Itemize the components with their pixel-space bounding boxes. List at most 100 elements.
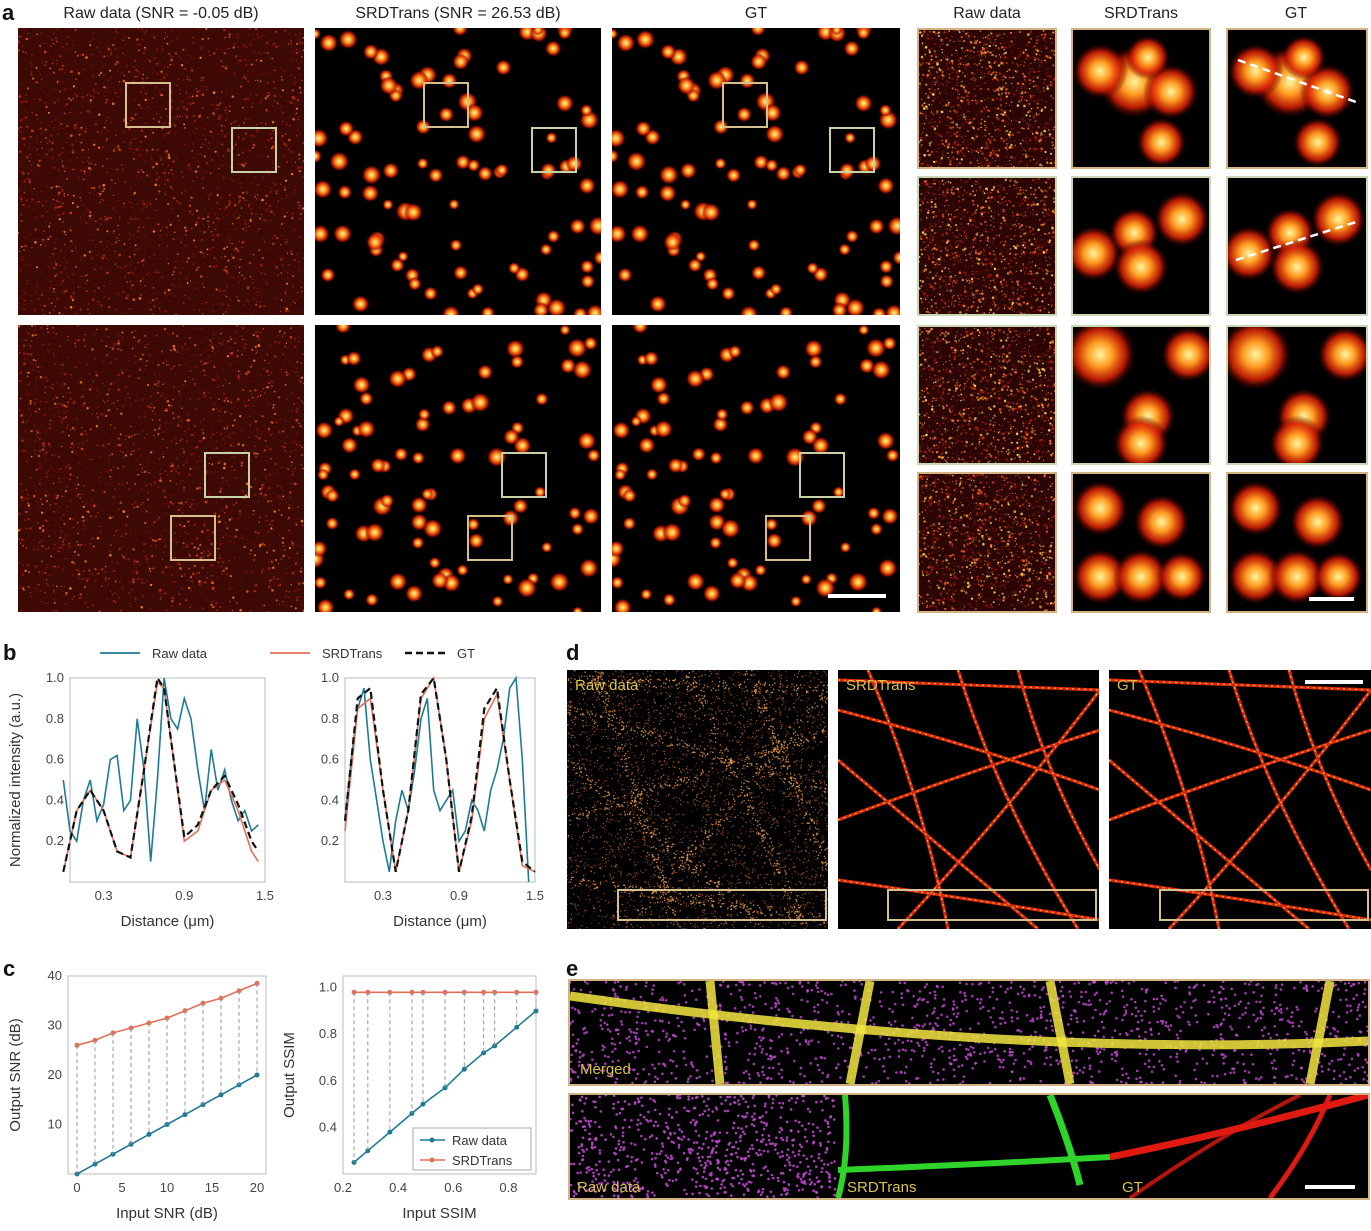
data-point xyxy=(128,1025,134,1031)
panel-label-b: b xyxy=(3,640,17,665)
series-line-gt xyxy=(343,675,536,873)
series-line-raw-data xyxy=(62,677,259,862)
srdtrans-image-bottom xyxy=(315,325,601,612)
panel-e-scale-bar xyxy=(1305,1185,1355,1189)
roi-box xyxy=(467,515,513,561)
data-point xyxy=(461,1066,467,1072)
y-tick-label: 30 xyxy=(48,1018,62,1033)
srdtrans-image-top xyxy=(315,28,601,315)
panel-e-label-gt: GT xyxy=(1122,1179,1143,1196)
x-axis-label: Distance (μm) xyxy=(121,913,215,930)
x-tick-label: 0.6 xyxy=(444,1180,462,1195)
x-tick-label: 0.9 xyxy=(175,888,193,903)
zoom-gt-2 xyxy=(1226,176,1368,316)
panel-label-d: d xyxy=(566,640,580,665)
roi-box xyxy=(501,452,547,498)
y-tick-label: 0.6 xyxy=(46,752,64,767)
series-line-gt xyxy=(62,674,260,873)
data-point xyxy=(409,1110,415,1116)
panel-a-zoom-title-gt: GT xyxy=(1284,5,1308,22)
roi-strip xyxy=(1159,889,1369,921)
legend-label: GT xyxy=(457,646,475,661)
panel-b-right-chart: 0.3 0.9 1.5 0.2 0.4 0.6 0.8 1.0 Distance (μm) xyxy=(321,670,544,930)
roi-box xyxy=(765,515,811,561)
data-point xyxy=(92,1161,98,1167)
x-axis-label: Distance (μm) xyxy=(393,913,487,930)
data-point xyxy=(492,1043,498,1049)
plot-frame xyxy=(344,677,536,883)
roi-box xyxy=(829,127,875,173)
y-tick-label: 0.4 xyxy=(46,792,64,807)
panel-b-left-chart: 0.3 0.9 1.5 0.2 0.4 0.6 0.8 1.0 Distance (μm) Nor… xyxy=(7,670,274,930)
plot-frame xyxy=(69,677,266,883)
panel-d-label-srdtrans: SRDTrans xyxy=(846,677,916,694)
y-tick-label: 1.0 xyxy=(319,980,337,995)
y-tick-label: 0.2 xyxy=(46,833,64,848)
legend-label: SRDTrans xyxy=(322,646,383,661)
x-tick-label: 0.8 xyxy=(499,1180,517,1195)
data-point xyxy=(182,1112,188,1118)
data-point xyxy=(218,1092,224,1098)
y-tick-label: 10 xyxy=(48,1117,62,1132)
data-point xyxy=(481,1050,487,1056)
roi-strip xyxy=(617,889,827,921)
panel-a-title-raw: Raw data (SNR = -0.05 dB) xyxy=(63,5,259,22)
x-tick-label: 20 xyxy=(250,1180,264,1195)
series-line-raw-data xyxy=(344,675,530,883)
zoom-raw-2 xyxy=(917,176,1057,316)
panel-a-title-srdtrans: SRDTrans (SNR = 26.53 dB) xyxy=(355,5,561,22)
zoom-scale-bar xyxy=(1309,597,1354,601)
y-tick-label: 1.0 xyxy=(46,670,64,685)
y-tick-label: 0.2 xyxy=(321,833,339,848)
data-point xyxy=(533,1008,539,1014)
data-point xyxy=(254,980,260,986)
legend-label: SRDTrans xyxy=(452,1153,513,1168)
y-tick-label: 40 xyxy=(48,968,62,983)
roi-box xyxy=(531,127,577,173)
zoom-srdtrans-4 xyxy=(1071,472,1211,613)
y-tick-label: 0.6 xyxy=(321,752,339,767)
roi-box xyxy=(204,452,250,498)
series-line-srdtrans xyxy=(62,680,259,872)
panel-a-title-gt: GT xyxy=(744,5,768,22)
zoom-srdtrans-2 xyxy=(1071,176,1211,316)
x-axis-label: Input SNR (dB) xyxy=(116,1205,218,1222)
data-point xyxy=(92,1037,98,1043)
panel-c-left-chart: 0 5 10 15 20 10 20 30 40 Input SNR (dB) Output SNR… xyxy=(7,968,267,1222)
x-tick-label: 15 xyxy=(205,1180,219,1195)
panel-a-zoom-title-srdtrans: SRDTrans xyxy=(1103,5,1179,22)
panel-c-legend: Raw data SRDTrans xyxy=(412,1127,532,1171)
data-point xyxy=(387,1129,393,1135)
legend-label: Raw data xyxy=(152,646,208,661)
plot-frame xyxy=(67,975,267,1175)
raw-image-bottom xyxy=(18,325,304,612)
x-tick-label: 0.9 xyxy=(450,888,468,903)
data-point xyxy=(200,1000,206,1006)
panel-b-legend: Raw data SRDTrans GT xyxy=(100,646,475,661)
data-point xyxy=(236,1082,242,1088)
roi-strip xyxy=(887,889,1097,921)
zoom-srdtrans-3 xyxy=(1071,325,1211,465)
roi-box xyxy=(170,515,216,561)
zoom-gt-3 xyxy=(1226,325,1368,465)
panel-c-right-chart: 0.2 0.4 0.6 0.8 0.4 0.6 0.8 1.0 Input SSIM Output… xyxy=(281,975,539,1222)
roi-box xyxy=(799,452,845,498)
y-axis-label: Output SNR (dB) xyxy=(7,1018,24,1131)
zoom-raw-3 xyxy=(917,325,1057,465)
x-tick-label: 0 xyxy=(73,1180,80,1195)
panel-e-split-image xyxy=(568,1093,1370,1200)
zoom-raw-4 xyxy=(917,472,1057,613)
y-tick-label: 0.8 xyxy=(321,711,339,726)
panel-label-a: a xyxy=(2,0,15,25)
data-point xyxy=(236,988,242,994)
panel-e-label-srdtrans: SRDTrans xyxy=(847,1179,917,1196)
panel-e-label-merged: Merged xyxy=(580,1061,631,1078)
panel-d-srdtrans-image xyxy=(838,670,1099,929)
panel-d-scale-bar xyxy=(1305,680,1363,684)
x-tick-label: 0.4 xyxy=(389,1180,407,1195)
x-tick-label: 5 xyxy=(118,1180,125,1195)
data-point xyxy=(365,1148,371,1154)
scale-bar xyxy=(828,594,886,598)
y-tick-label: 0.4 xyxy=(321,792,339,807)
panel-label-c: c xyxy=(3,956,16,981)
